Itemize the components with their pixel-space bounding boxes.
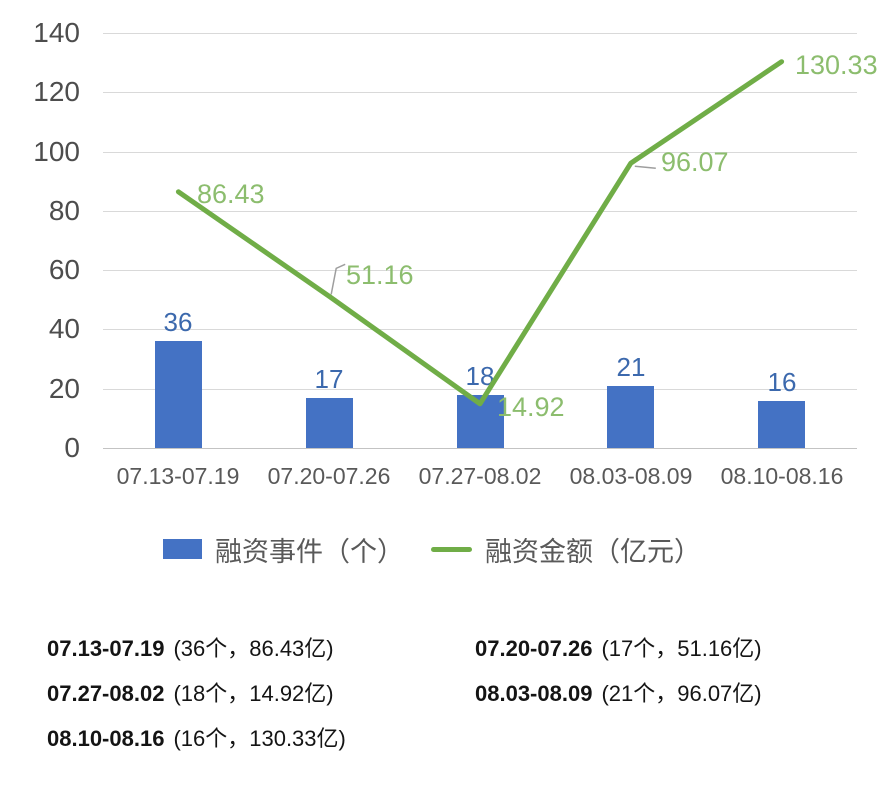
- gridline-y-0: [103, 448, 857, 449]
- line-value-label-4: 130.33: [795, 50, 878, 80]
- summary-date: 08.03-08.09: [475, 680, 593, 706]
- gridline-y-40: [103, 329, 857, 330]
- gridline-y-140: [103, 33, 857, 34]
- y-axis-tick-80: 80: [48, 195, 80, 226]
- label-leader-line-3: [634, 165, 656, 169]
- summary-row-07.20-07.26: 07.20-07.26 (17个，51.16亿): [475, 631, 860, 663]
- summary-date: 07.20-07.26: [475, 635, 593, 661]
- summary-row-07.27-08.02: 07.27-08.02 (18个，14.92亿): [47, 676, 475, 708]
- summary-detail: (36个，86.43亿): [173, 635, 334, 661]
- line-series-swatch-icon: [431, 546, 472, 552]
- x-axis-label-3: 08.03-08.09: [569, 463, 693, 489]
- gridline-y-120: [103, 92, 857, 93]
- line-value-label-3: 96.07: [661, 147, 729, 177]
- bar-07.13-07.19: [155, 341, 202, 448]
- bar-series-label: 融资事件（个）: [215, 536, 404, 567]
- bar-series-swatch-icon: [163, 539, 202, 559]
- funding-amount-line: [175, 59, 785, 407]
- summary-detail: (18个，14.92亿): [173, 680, 334, 706]
- summary-row-08.03-08.09: 08.03-08.09 (21个，96.07亿): [475, 676, 860, 708]
- summary-row-07.13-07.19: 07.13-07.19 (36个，86.43亿): [47, 631, 475, 663]
- gridline-y-80: [103, 211, 857, 212]
- bar-value-label-0: 36: [163, 307, 193, 337]
- line-value-label-2: 14.92: [497, 392, 565, 422]
- bar-value-label-4: 16: [767, 367, 797, 397]
- y-axis-tick-0: 0: [64, 432, 80, 463]
- bar-value-label-1: 17: [314, 364, 344, 394]
- y-axis-tick-120: 120: [33, 76, 80, 107]
- bar-08.10-08.16: [758, 401, 805, 448]
- line-series-label: 融资金额（亿元）: [485, 536, 701, 567]
- x-axis-label-2: 07.27-08.02: [418, 463, 542, 489]
- summary-date: 08.10-08.16: [47, 725, 165, 751]
- y-axis-tick-40: 40: [48, 313, 80, 344]
- gridline-y-60: [103, 270, 857, 271]
- y-axis-tick-140: 140: [33, 17, 80, 48]
- summary-date: 07.13-07.19: [47, 635, 165, 661]
- x-axis-label-1: 07.20-07.26: [267, 463, 391, 489]
- legend-item-line-series: 融资金额（亿元）: [431, 530, 701, 569]
- x-axis-label-0: 07.13-07.19: [116, 463, 240, 489]
- summary-row-08.10-08.16: 08.10-08.16 (16个，130.33亿): [47, 721, 475, 753]
- bar-07.20-07.26: [306, 398, 353, 448]
- y-axis-tick-60: 60: [48, 254, 80, 285]
- label-leader-line-1: [330, 263, 346, 295]
- line-value-label-0: 86.43: [197, 179, 265, 209]
- chart-legend: 融资事件（个） 融资金额（亿元）: [163, 531, 701, 567]
- gridline-y-100: [103, 152, 857, 153]
- bar-08.03-08.09: [607, 386, 654, 448]
- line-value-label-1: 51.16: [346, 260, 414, 290]
- summary-detail: (21个，96.07亿): [601, 680, 762, 706]
- summary-detail: (16个，130.33亿): [173, 725, 346, 751]
- bar-value-label-3: 21: [616, 352, 646, 382]
- x-axis-label-4: 08.10-08.16: [720, 463, 844, 489]
- summary-detail: (17个，51.16亿): [601, 635, 762, 661]
- summary-date: 07.27-08.02: [47, 680, 165, 706]
- line-series-layer: [175, 59, 785, 407]
- legend-item-bar-series: 融资事件（个）: [163, 530, 404, 569]
- bar-value-label-2: 18: [465, 361, 495, 391]
- weekly-summary-list: 07.13-07.19 (36个，86.43亿) 07.20-07.26 (17个，5…: [47, 624, 860, 759]
- y-axis-tick-20: 20: [48, 373, 80, 404]
- y-axis-tick-100: 100: [33, 136, 80, 167]
